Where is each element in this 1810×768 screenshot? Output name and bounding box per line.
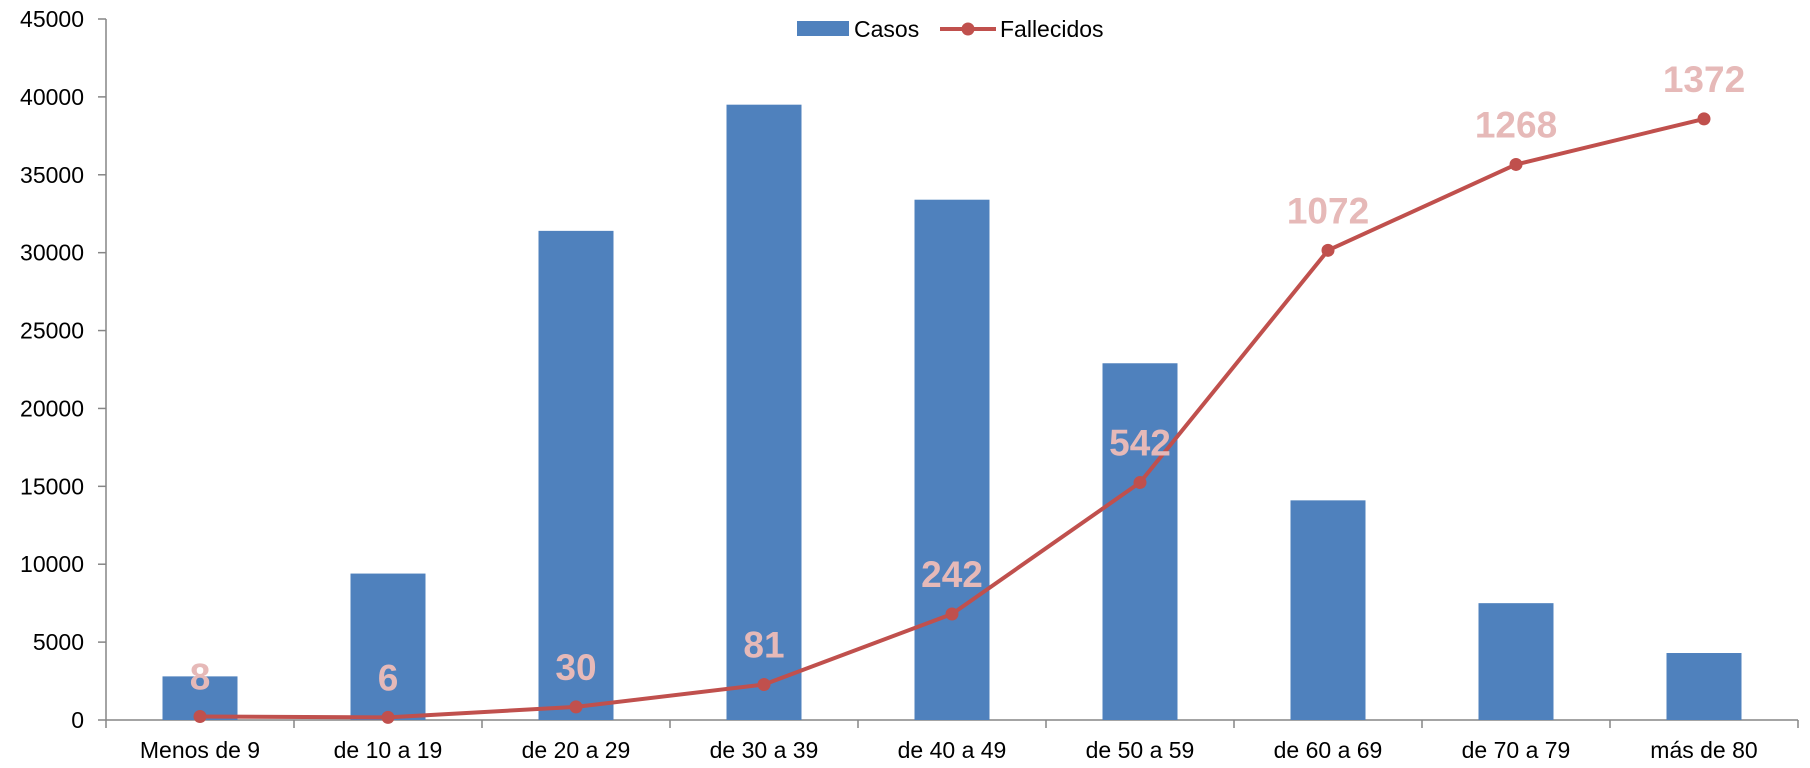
y-tick-label: 25000 [20,318,84,344]
y-tick-label: 40000 [20,84,84,110]
data-label-fallecidos: 1268 [1475,104,1557,145]
point-fallecidos [945,607,959,621]
y-tick-label: 20000 [20,395,84,421]
bar-casos [914,199,990,721]
bar-casos [1102,363,1178,720]
legend-label-fallecidos: Fallecidos [1000,16,1104,42]
bar-casos [538,230,614,720]
point-fallecidos [381,710,395,724]
data-label-fallecidos: 30 [555,647,596,688]
y-tick-label: 5000 [33,629,84,655]
y-tick-label: 35000 [20,162,84,188]
point-fallecidos [1509,157,1523,171]
y-tick-label: 30000 [20,240,84,266]
legend-label-casos: Casos [854,16,919,42]
data-label-fallecidos: 6 [378,657,399,698]
data-label-fallecidos: 81 [743,625,784,666]
x-tick-label: de 10 a 19 [334,737,443,763]
data-label-fallecidos: 8 [190,656,211,697]
point-fallecidos [193,709,207,723]
data-label-fallecidos: 242 [921,554,983,595]
point-fallecidos [1321,243,1335,257]
bar-casos [350,573,426,720]
x-tick-label: de 60 a 69 [1274,737,1383,763]
bar-casos [1290,500,1366,720]
x-tick-label: de 30 a 39 [710,737,819,763]
x-tick-label: de 50 a 59 [1086,737,1195,763]
x-tick-label: de 70 a 79 [1462,737,1571,763]
y-tick-label: 45000 [20,6,84,32]
x-tick-label: de 40 a 49 [898,737,1007,763]
x-tick-label: más de 80 [1650,737,1757,763]
point-fallecidos [757,678,771,692]
data-label-fallecidos: 1072 [1287,190,1369,231]
y-tick-label: 10000 [20,551,84,577]
point-fallecidos [1697,112,1711,126]
legend-swatch-casos [797,21,849,36]
legend: Casos Fallecidos [797,16,1104,42]
point-fallecidos [569,700,583,714]
x-tick-label: de 20 a 29 [522,737,631,763]
bar-casos [1666,653,1742,720]
point-fallecidos [1133,476,1147,490]
data-label-fallecidos: 542 [1109,423,1171,464]
y-tick-label: 0 [71,707,84,733]
legend-marker-fallecidos [961,22,975,36]
y-tick-label: 15000 [20,473,84,499]
bar-casos [1478,603,1554,720]
bar-casos [726,104,802,720]
data-label-fallecidos: 1372 [1663,59,1745,100]
x-tick-label: Menos de 9 [140,737,260,763]
